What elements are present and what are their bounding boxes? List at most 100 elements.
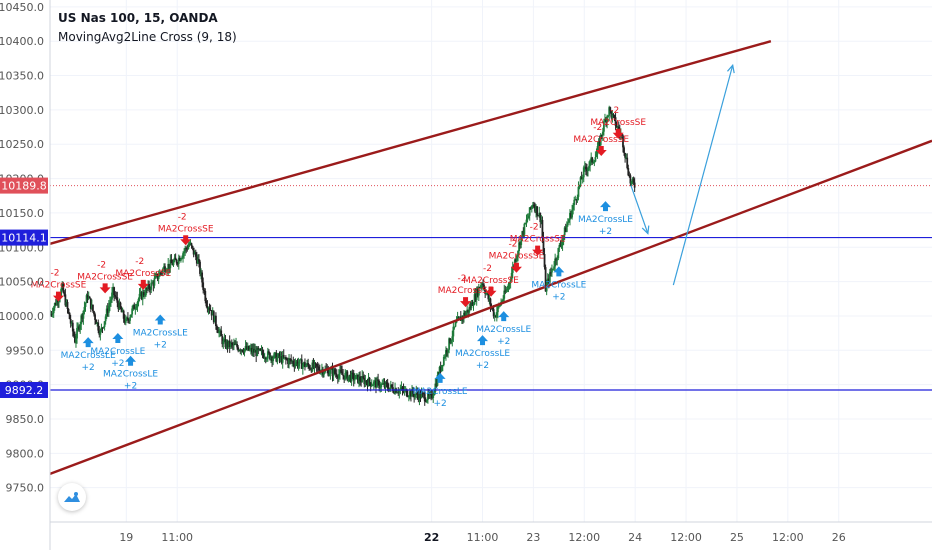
price-axis[interactable]: 10450.010400.010350.010300.010250.010200… <box>0 0 51 550</box>
candle-body <box>286 359 288 361</box>
candle-body <box>149 288 152 290</box>
candle-body <box>433 391 436 396</box>
candle-body <box>172 261 175 266</box>
candle-body <box>629 175 632 184</box>
horizontal-lines[interactable] <box>50 185 932 391</box>
candle-body <box>611 113 614 118</box>
candle-body <box>241 349 244 352</box>
symbol-title[interactable]: US Nas 100, 15, OANDA <box>58 11 218 25</box>
candle-body <box>158 272 161 277</box>
candle-body <box>549 272 552 274</box>
candle-body <box>170 259 173 264</box>
candle-body <box>411 389 413 397</box>
candle-body <box>186 248 189 250</box>
candle-body <box>597 141 600 147</box>
candle-body <box>137 298 140 303</box>
candle-body <box>358 376 360 383</box>
candle-body <box>133 304 136 310</box>
candle-body <box>523 223 526 235</box>
candle-body <box>175 259 178 264</box>
projection-arrow-line[interactable] <box>672 65 734 286</box>
candle-body <box>542 237 545 255</box>
candle-body <box>276 356 279 362</box>
candle-body <box>296 361 299 367</box>
candle-body <box>261 350 264 355</box>
candle-body <box>622 135 624 148</box>
candle-body <box>429 393 431 396</box>
candle-body <box>495 312 498 318</box>
signal-count-short: -2 <box>593 123 602 133</box>
candle-body <box>440 365 443 371</box>
candle-body <box>188 243 191 246</box>
candle-body <box>271 357 273 362</box>
signal-count-short: -2 <box>50 269 59 279</box>
candle-body <box>525 219 528 224</box>
candle-body <box>246 345 249 350</box>
candle-body <box>551 269 553 273</box>
candle-body <box>283 357 286 359</box>
hline-price-tag-label: 10114.1 <box>1 232 47 245</box>
candle-body <box>560 244 563 246</box>
candle-body <box>439 366 442 371</box>
price-tick-label: 10250.0 <box>0 138 44 151</box>
strategy-signals: -2MA2CrossSEMA2CrossLE+2-2MA2CrossSEMA2C… <box>31 106 647 409</box>
candle-body <box>353 378 356 381</box>
projection-arrows[interactable] <box>630 63 735 286</box>
candle-body <box>518 242 520 252</box>
candle-body <box>517 251 519 256</box>
signal-label-long: MA2CrossLE <box>103 370 158 380</box>
candle-body <box>483 285 486 290</box>
candle-body <box>53 302 56 308</box>
channel-trendline[interactable] <box>49 139 932 476</box>
time-axis[interactable]: 19 11:00 22 11:00 23 12:00 24 12:00 25 12:00 26 <box>50 521 932 544</box>
candle-body <box>333 369 336 374</box>
candle-body <box>434 383 437 392</box>
channel-lines[interactable] <box>49 40 932 476</box>
candle-body <box>94 314 96 320</box>
candle-body <box>573 199 576 206</box>
candle-body <box>287 359 289 364</box>
candle-body <box>116 297 119 303</box>
candle-body <box>252 348 254 353</box>
candle-body <box>79 324 82 330</box>
candle-body <box>599 134 602 146</box>
candle-body <box>275 352 278 362</box>
candle-body <box>481 283 483 286</box>
candle-body <box>563 227 566 236</box>
candle-body <box>182 253 184 258</box>
candle-body <box>312 362 315 368</box>
candle-body <box>566 222 569 226</box>
candle-body <box>603 121 605 132</box>
candle-body <box>86 295 89 299</box>
signal-count-long: +2 <box>154 341 167 351</box>
candle-body <box>633 182 636 188</box>
signal-label-short: MA2CrossSE <box>115 269 171 279</box>
signal-arrow-down-icon <box>180 235 192 246</box>
candle-body <box>220 330 223 337</box>
candle-body <box>476 288 479 296</box>
projection-arrow-line[interactable] <box>630 185 649 234</box>
candle-body <box>255 349 258 356</box>
candle-body <box>422 393 425 395</box>
candle-body <box>385 382 388 385</box>
indicator-label[interactable]: MovingAvg2Line Cross (9, 18) <box>58 30 237 44</box>
candle-body <box>511 266 514 273</box>
signal-count-short: -2 <box>530 223 539 233</box>
candle-body <box>488 298 491 300</box>
signal-arrow-up-icon <box>112 333 124 344</box>
candle-body <box>601 131 604 135</box>
hline-price-tag-box <box>0 381 48 398</box>
candle-body <box>341 371 343 375</box>
candle-body <box>627 168 630 176</box>
candle-body <box>113 287 116 296</box>
candle-body <box>256 347 259 356</box>
candle-body <box>631 179 634 182</box>
candle-body <box>82 310 85 319</box>
tradingview-logo-icon[interactable] <box>58 483 86 511</box>
candle-body <box>469 307 472 309</box>
candle-body <box>279 356 282 359</box>
candle-body <box>529 207 532 209</box>
signal-arrow-down-icon <box>532 245 544 256</box>
channel-trendline[interactable] <box>49 40 772 245</box>
